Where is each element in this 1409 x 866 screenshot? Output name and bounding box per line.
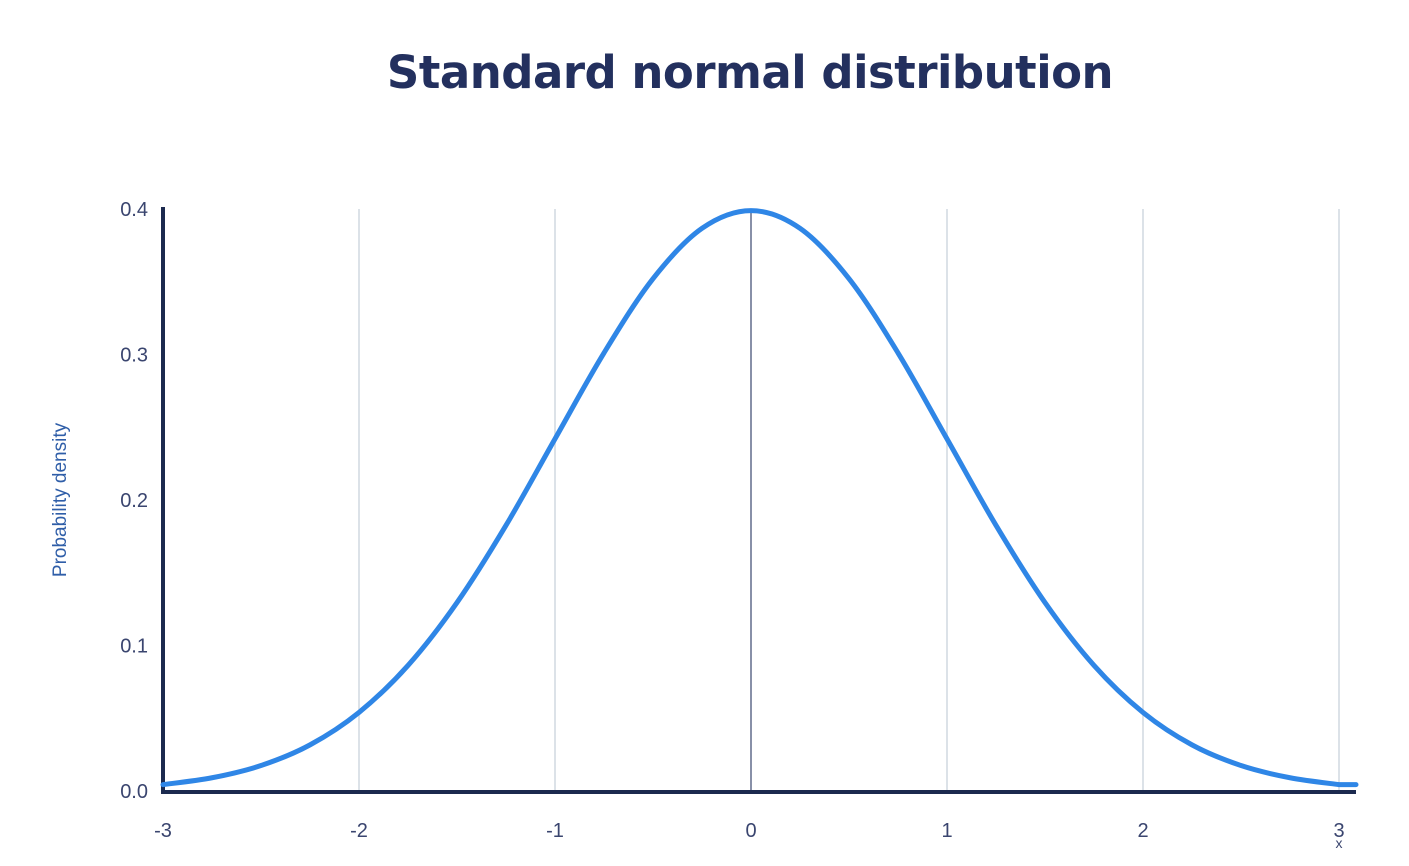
x-tick-label: -2 [350, 820, 368, 842]
x-tick-label: 1 [941, 820, 952, 842]
y-tick-label: 0.3 [120, 345, 148, 367]
x-tick-labels: -3 -2 -1 0 1 2 3 [154, 820, 1344, 842]
y-tick-label: 0.1 [120, 636, 148, 658]
x-tick-label: 0 [745, 820, 756, 842]
y-axis-label: Probability density [50, 422, 71, 577]
y-tick-label: 0.2 [120, 490, 148, 512]
y-tick-label: 0.4 [120, 199, 148, 221]
gridlines [358, 209, 1340, 791]
y-tick-labels: 0.0 0.1 0.2 0.3 0.4 [120, 199, 148, 803]
y-tick-label: 0.0 [120, 781, 148, 803]
density-curve-layer [160, 208, 1359, 788]
chart-title: Standard normal distribution [386, 46, 1114, 99]
density-curve [160, 208, 1359, 788]
axes [161, 207, 1356, 794]
x-axis-label: x [1336, 835, 1343, 851]
x-tick-label: -1 [546, 820, 564, 842]
x-tick-label: -3 [154, 820, 172, 842]
x-tick-label: 3 [1333, 820, 1344, 842]
x-tick-label: 2 [1137, 820, 1148, 842]
